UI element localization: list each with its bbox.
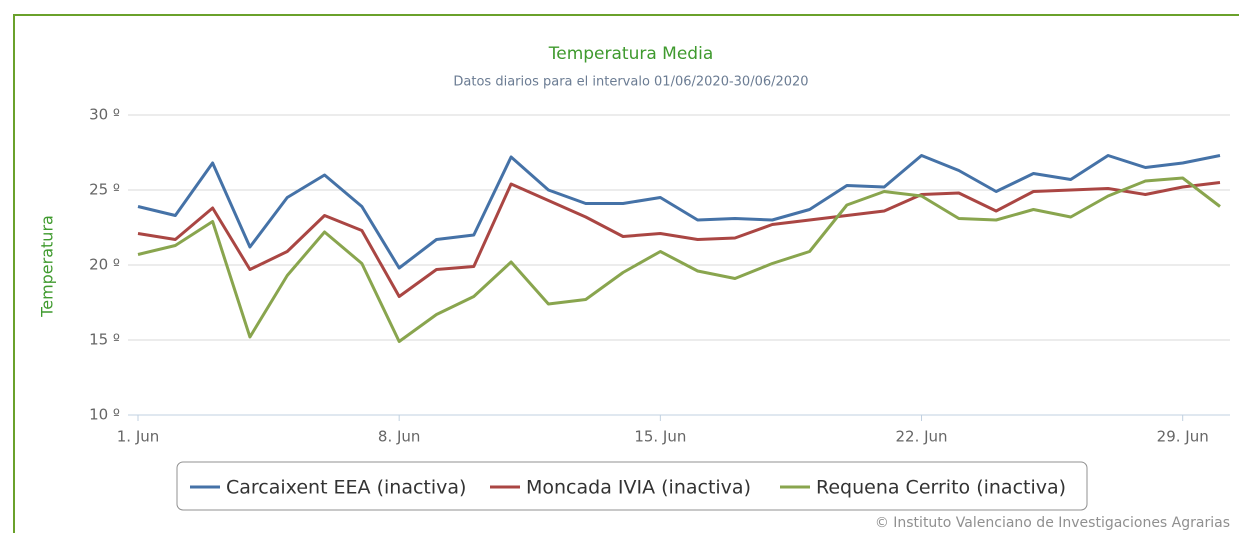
legend-label: Moncada IVIA (inactiva) — [526, 477, 751, 499]
credit: © Instituto Valenciano de Investigacione… — [875, 515, 1230, 531]
x-tick-label: 29. Jun — [1157, 428, 1209, 446]
y-tick-label: 20 º — [89, 256, 120, 274]
y-tick-label: 25 º — [89, 181, 120, 199]
frame — [13, 14, 1239, 533]
x-tick-label: 8. Jun — [378, 428, 421, 446]
x-tick-label: 15. Jun — [634, 428, 686, 446]
legend-box — [176, 461, 1088, 511]
series-line — [137, 154, 1221, 270]
chart-title: Temperatura Media — [548, 44, 713, 64]
series-line — [137, 181, 1221, 298]
x-tick-label: 1. Jun — [117, 428, 160, 446]
y-tick-label: 30 º — [89, 106, 120, 124]
y-tick-label: 10 º — [89, 406, 120, 424]
y-axis-label: Temperatura — [38, 215, 57, 318]
legend-label: Requena Cerrito (inactiva) — [816, 477, 1066, 499]
x-tick-label: 22. Jun — [895, 428, 947, 446]
y-tick-label: 15 º — [89, 331, 120, 349]
legend-label: Carcaixent EEA (inactiva) — [226, 477, 466, 499]
chart-subtitle: Datos diarios para el intervalo 01/06/20… — [453, 75, 808, 90]
series-line — [137, 176, 1221, 343]
